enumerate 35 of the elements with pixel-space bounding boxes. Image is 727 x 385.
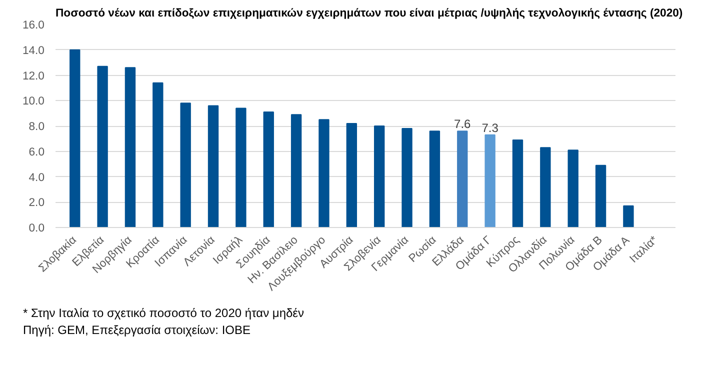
bar bbox=[263, 112, 274, 228]
text: * Στην Ιταλία το σχετικό ποσοστό το 2020 ήταν μηδέν bbox=[23, 306, 304, 320]
data-label: 7.6 bbox=[454, 117, 472, 132]
bar bbox=[208, 105, 219, 228]
y-tick-label: 2.0 bbox=[28, 197, 44, 210]
data-label: 7.3 bbox=[482, 120, 499, 135]
bar bbox=[236, 108, 246, 228]
y-tick-label: 16.0 bbox=[22, 20, 45, 32]
y-tick-label: 10.0 bbox=[22, 96, 45, 108]
y-tick-label: 6.0 bbox=[28, 146, 44, 158]
bar bbox=[374, 126, 385, 228]
bar bbox=[97, 66, 108, 228]
bar bbox=[623, 205, 634, 228]
bar bbox=[318, 119, 330, 228]
bar bbox=[484, 134, 496, 228]
bar bbox=[402, 128, 412, 228]
y-tick-label: 4.0 bbox=[28, 172, 44, 184]
y-tick-label: 14.0 bbox=[22, 44, 45, 57]
y-tick-label: 0.0 bbox=[28, 222, 44, 234]
bar bbox=[180, 102, 191, 228]
bar bbox=[540, 147, 551, 228]
bar bbox=[290, 114, 302, 228]
bar bbox=[346, 122, 358, 228]
bar bbox=[152, 82, 164, 228]
y-tick-label: 12.0 bbox=[22, 70, 45, 82]
bar bbox=[124, 67, 136, 228]
bar bbox=[70, 49, 80, 228]
bar bbox=[568, 150, 578, 228]
chart-title: Ποσοστό νέων και επίδοξων επιχειρηματικών εγχειρημάτων που είναι μέτριας /υψηλής τεχνολογικής έντασης (2020) bbox=[56, 8, 683, 20]
text: Πηγή: GEM, Επεξεργασία στοιχείων: IOBE bbox=[23, 323, 250, 338]
y-tick-label: 8.0 bbox=[28, 121, 44, 133]
bar bbox=[595, 164, 606, 228]
bar bbox=[512, 139, 524, 228]
bar bbox=[457, 130, 468, 228]
bar bbox=[429, 130, 440, 228]
